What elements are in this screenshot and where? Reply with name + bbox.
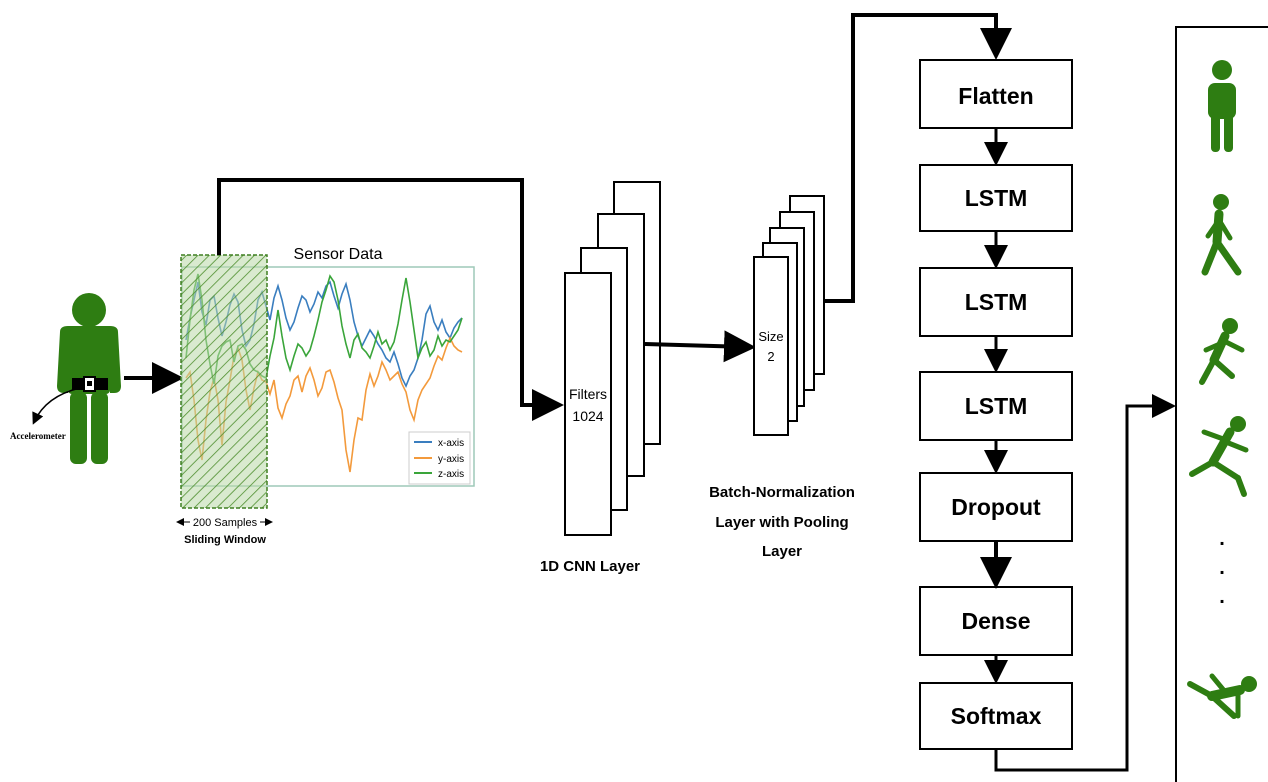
window-span-arrow-right — [265, 518, 273, 526]
lstm-layer-box-1 — [919, 164, 1073, 232]
layer-column: Flatten LSTM LSTM LSTM Dropout Dense Sof… — [919, 59, 1073, 750]
sliding-window-overlay — [180, 254, 268, 509]
dense-layer-label: Dense — [961, 608, 1030, 634]
output-activity-panel: . . . — [1175, 26, 1268, 782]
pool-size-label: Size — [758, 329, 783, 344]
cnn-filters-value: 1024 — [572, 408, 603, 424]
flatten-layer-label: Flatten — [958, 83, 1033, 109]
window-span-label-bg — [190, 515, 260, 529]
person-with-accelerometer-icon — [57, 293, 121, 464]
softmax-to-output-connector — [994, 394, 1176, 772]
window-to-cnn-connector — [217, 178, 564, 421]
lstm-layer-label-2: LSTM — [965, 289, 1028, 315]
dropout-layer-label: Dropout — [951, 494, 1041, 520]
cnn-to-pooling-arrow — [644, 330, 756, 363]
falling-person-icon — [1187, 673, 1257, 719]
pool-caption-line-3: Layer — [762, 543, 802, 560]
cnn-layer-stack: Filters 1024 — [564, 181, 661, 536]
lstm-layer-label-1: LSTM — [965, 185, 1028, 211]
lstm-layer-label-3: LSTM — [965, 393, 1028, 419]
output-ellipsis-dot-3: . — [1219, 586, 1225, 608]
legend-label-y: y-axis — [438, 454, 464, 465]
output-panel-border — [1175, 26, 1268, 782]
flatten-layer-box — [919, 59, 1073, 129]
cnn-front-filter — [564, 272, 612, 536]
falling-person-icon — [1189, 416, 1249, 497]
accelerometer-pointer-arrow — [32, 387, 81, 425]
window-span-arrow-left — [176, 518, 184, 526]
legend-label-z: z-axis — [438, 469, 464, 480]
softmax-layer-label: Softmax — [951, 703, 1042, 729]
pool-caption-line-2: Layer with Pooling — [715, 514, 848, 531]
sliding-window-caption: Sliding Window — [184, 534, 266, 546]
walking-person-icon — [1201, 194, 1242, 276]
legend-label-x: x-axis — [438, 438, 464, 449]
dropout-layer-box — [919, 472, 1073, 542]
pooling-layer-stack: Size 2 — [753, 195, 825, 436]
pool-size-value: 2 — [767, 349, 774, 364]
pooling-to-flatten-connector — [824, 13, 1012, 303]
pooling-front-layer — [753, 256, 789, 436]
dense-layer-box — [919, 586, 1073, 656]
sensor-plot-title: Sensor Data — [294, 246, 383, 263]
output-ellipsis-dot-1: . — [1219, 528, 1225, 550]
standing-person-icon — [1208, 60, 1236, 152]
lstm-layer-box-2 — [919, 267, 1073, 337]
cnn-layer-caption: 1D CNN Layer — [540, 558, 640, 575]
running-person-icon — [1199, 318, 1245, 385]
pool-caption-line-1: Batch-Normalization — [709, 484, 855, 501]
accelerometer-label: Accelerometer — [10, 431, 66, 441]
lstm-layer-box-3 — [919, 371, 1073, 441]
output-ellipsis-dot-2: . — [1219, 557, 1225, 579]
window-samples-label: 200 Samples — [193, 517, 258, 529]
softmax-layer-box — [919, 682, 1073, 750]
cnn-filters-label: Filters — [569, 386, 607, 402]
